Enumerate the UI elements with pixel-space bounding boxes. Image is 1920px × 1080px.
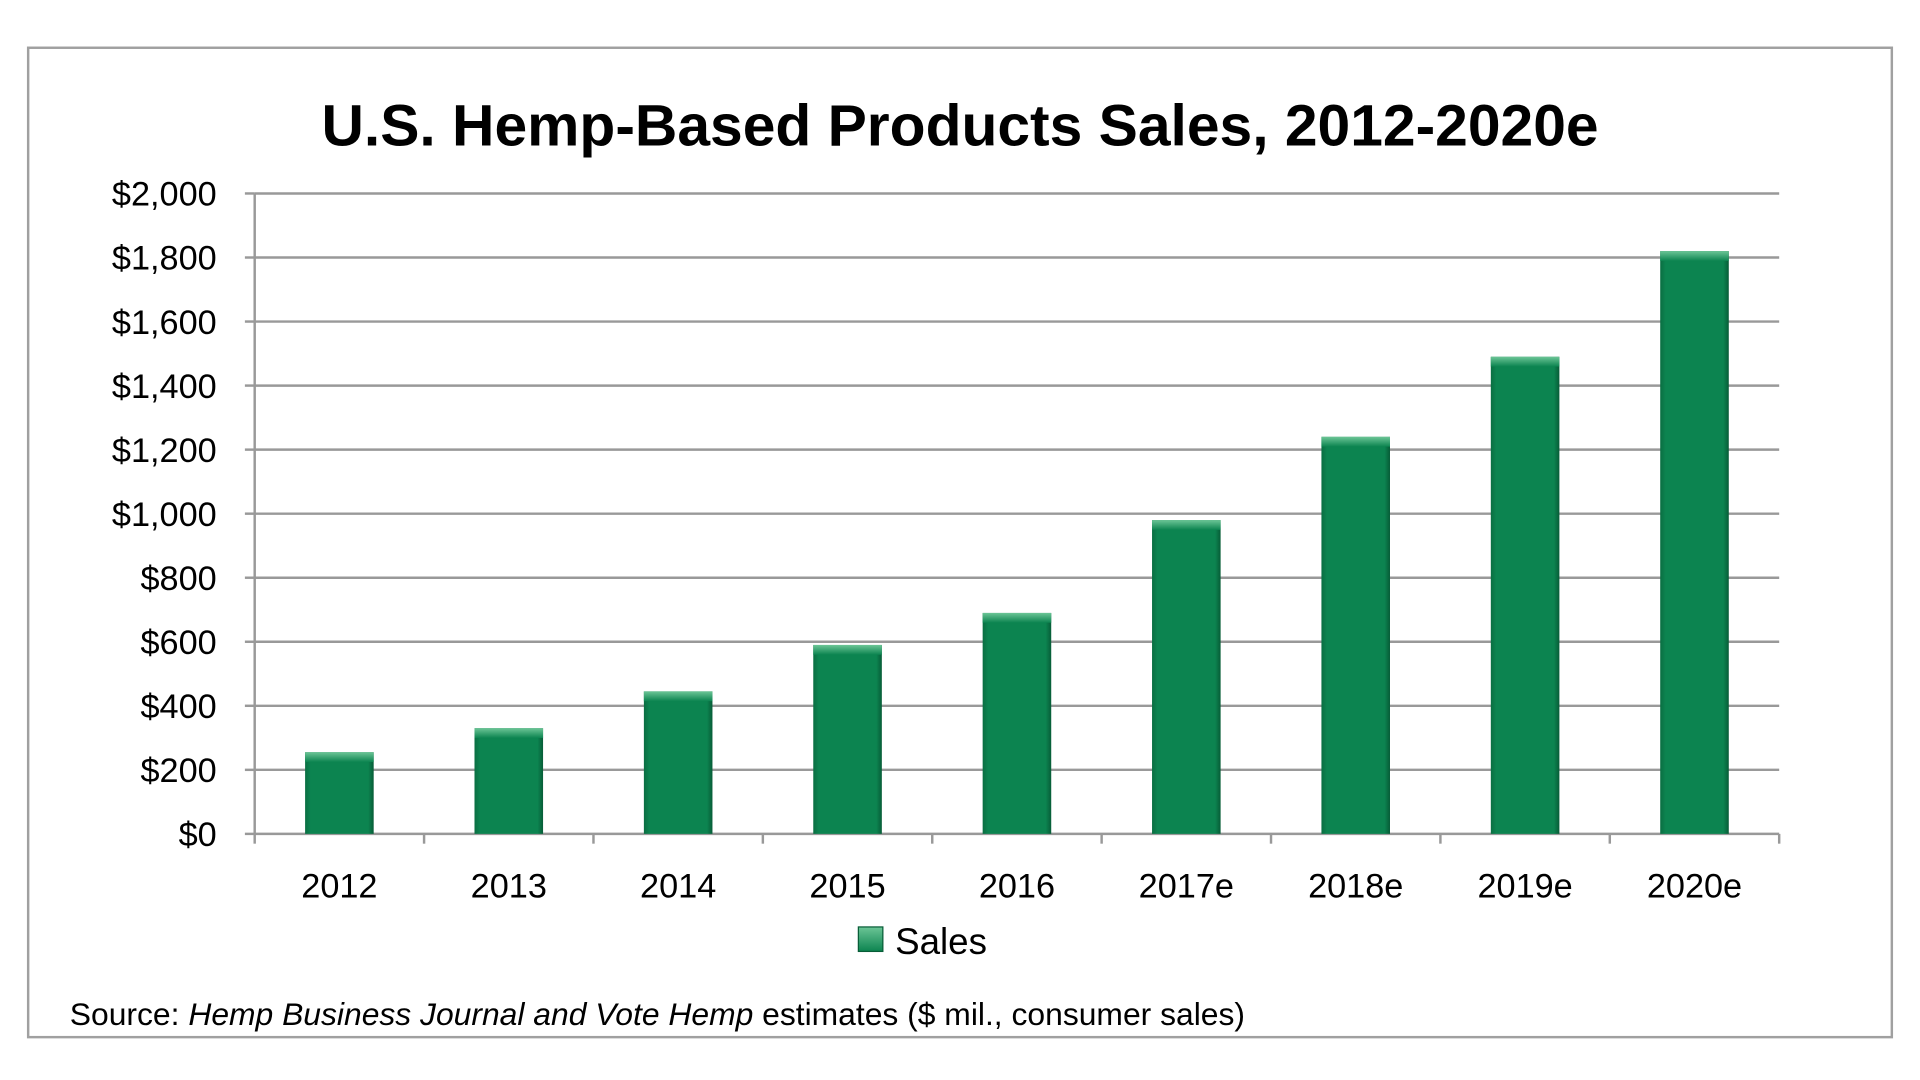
- x-tick-label: 2019e: [1477, 868, 1572, 906]
- x-tick-label: 2020e: [1647, 868, 1742, 906]
- y-tick-label: $0: [179, 816, 217, 854]
- y-tick-label: $400: [141, 688, 217, 726]
- chart-title: U.S. Hemp-Based Products Sales, 2012-202…: [321, 94, 1598, 159]
- y-tick-label: $1,000: [112, 496, 217, 534]
- bar-cap-2017e: [1152, 520, 1221, 530]
- bar-cap-2019e: [1490, 356, 1560, 367]
- x-tick-label: 2013: [471, 868, 547, 906]
- bar-cap-2013: [474, 728, 544, 739]
- source-suffix: estimates ($ mil., consumer sales): [753, 996, 1245, 1032]
- source-italic: Hemp Business Journal and Vote Hemp: [188, 996, 753, 1032]
- legend: Sales: [857, 921, 987, 962]
- x-tick-label: 2018e: [1308, 868, 1403, 906]
- bar-cap-2015: [813, 644, 882, 655]
- x-tick-label: 2016: [979, 868, 1055, 906]
- bar-2015: [813, 644, 882, 834]
- bar-cap-2012: [305, 752, 374, 763]
- bar-2017e: [1152, 520, 1221, 834]
- source-prefix: Source:: [70, 996, 189, 1032]
- bar-2013: [474, 728, 544, 834]
- y-tick-label: $2,000: [112, 176, 217, 214]
- bar-cap-2016: [982, 612, 1052, 623]
- source-note: Source: Hemp Business Journal and Vote H…: [70, 996, 1245, 1032]
- x-tick-label: 2015: [809, 868, 885, 906]
- y-tick-label: $1,400: [112, 368, 217, 406]
- bar-2019e: [1490, 356, 1560, 834]
- y-tick-label: $1,200: [112, 432, 217, 470]
- legend-label: Sales: [895, 921, 987, 962]
- legend-swatch: [857, 926, 884, 953]
- bar-cap-2018e: [1321, 436, 1390, 447]
- bar-2012: [305, 752, 374, 834]
- bar-cap-2014: [643, 691, 713, 702]
- bar-2020e: [1660, 251, 1729, 834]
- y-tick-label: $600: [141, 624, 217, 662]
- bar-2018e: [1321, 436, 1390, 834]
- x-tick-label: 2017e: [1139, 868, 1234, 906]
- y-tick-label: $1,600: [112, 304, 217, 342]
- chart-frame: [26, 46, 1894, 1039]
- y-tick-label: $800: [141, 560, 217, 598]
- bar-2014: [643, 691, 713, 834]
- y-tick-label: $200: [141, 752, 217, 790]
- x-tick-label: 2012: [301, 868, 377, 906]
- x-tick-label: 2014: [640, 868, 716, 906]
- bar-2016: [982, 612, 1052, 834]
- y-tick-label: $1,800: [112, 240, 217, 278]
- bar-cap-2020e: [1660, 251, 1729, 261]
